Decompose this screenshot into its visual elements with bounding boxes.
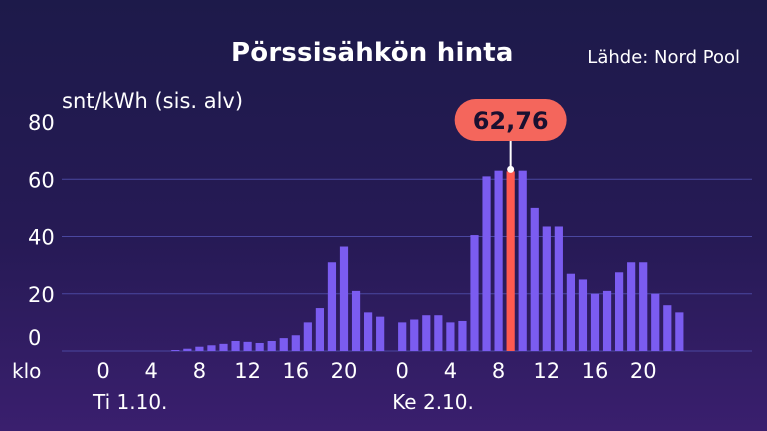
x-tick-label: 4 [444,359,457,383]
price-bar [315,308,324,351]
price-bar [410,319,419,351]
price-bar [351,290,361,351]
x-tick-label: 12 [533,359,560,383]
price-bar [530,207,539,351]
price-bar [279,338,288,351]
price-bar [482,176,491,351]
price-bar [458,320,467,351]
y-tick-label: 20 [28,283,55,307]
x-axis-label: klo [12,359,41,383]
price-bar [376,316,385,351]
price-bar [639,262,648,351]
y-axis-unit-label: snt/kWh (sis. alv) [62,89,244,113]
price-bar [446,322,455,351]
x-tick-label: 8 [492,359,505,383]
callout-bubble [454,99,567,141]
price-bar [627,262,636,351]
x-tick-label: 12 [234,359,261,383]
x-tick-label: 16 [282,359,309,383]
price-bar [675,312,684,351]
highlight-bar [506,171,515,351]
price-bar [434,315,443,351]
price-bar [183,348,192,351]
x-tick-label: 20 [630,359,657,383]
price-bar [291,335,300,351]
price-bar [615,272,624,351]
price-bar [207,345,216,351]
chart-source: Lähde: Nord Pool [587,47,740,68]
price-bar [255,342,264,351]
callout-value: 62,76 [473,107,549,135]
y-tick-label: 40 [28,226,55,250]
price-bar [219,343,228,351]
price-bar [602,290,612,351]
price-bar [470,235,479,351]
price-bar [171,350,180,351]
x-tick-label: 4 [145,359,158,383]
price-bar [578,279,588,351]
price-bar [303,322,312,351]
price-bar [590,293,600,351]
price-bar [195,346,204,351]
price-bar [243,341,252,351]
x-tick-label: 8 [193,359,206,383]
y-tick-label: 0 [28,326,41,350]
price-bar [398,322,407,351]
chart-title: Pörssisähkön hinta [231,38,514,68]
x-tick-label: 20 [331,359,358,383]
callout-dot [507,165,515,173]
date-label-wed: Ke 2.10. [392,390,474,414]
price-bar [267,340,276,351]
price-bar [651,293,660,351]
price-bar [327,262,337,351]
price-bar [494,170,503,351]
x-tick-label: 16 [582,359,609,383]
x-tick-label: 0 [96,359,109,383]
price-bar [231,340,240,351]
price-bar [566,273,575,351]
price-bar [422,315,431,351]
price-bar [663,305,672,351]
price-bar [364,312,373,351]
price-bar [542,226,551,351]
y-tick-label: 80 [28,111,55,135]
price-bar [518,170,527,351]
price-bar [339,246,349,351]
price-bar [554,226,563,351]
x-tick-label: 0 [396,359,409,383]
date-label-tue: Ti 1.10. [93,390,168,414]
y-tick-label: 60 [28,168,55,192]
